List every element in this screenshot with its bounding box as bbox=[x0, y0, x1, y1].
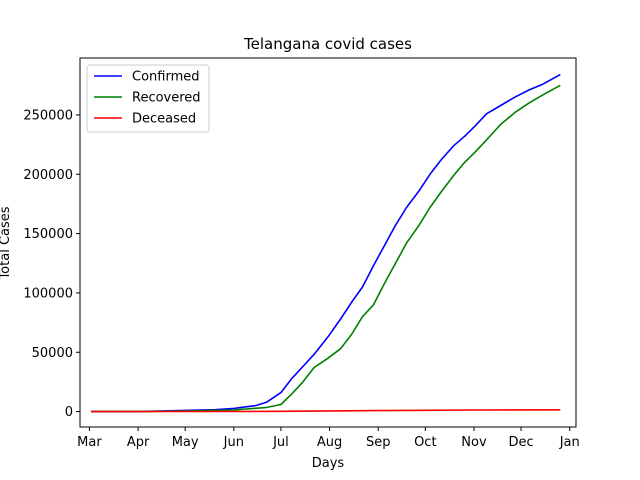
ticks-layer: Mar Apr May Jun Jul Aug Sep Oct Nov Dec Jan 0 50000 1… bbox=[23, 108, 579, 450]
y-tick-label: 50000 bbox=[32, 346, 73, 361]
series-line-recovered bbox=[91, 84, 561, 413]
plot-area bbox=[90, 73, 561, 413]
x-tick-label: Apr bbox=[127, 435, 150, 450]
y-axis-label: Total Cases bbox=[0, 206, 13, 280]
y-tick-label: 0 bbox=[65, 405, 73, 420]
chart-title: Telangana covid cases bbox=[243, 35, 412, 53]
legend-label-confirmed: Confirmed bbox=[132, 70, 200, 85]
x-axis-label: Days bbox=[312, 456, 345, 471]
x-tick-label: Sep bbox=[366, 435, 391, 450]
legend-label-deceased: Deceased bbox=[132, 112, 196, 127]
x-tick-label: Aug bbox=[317, 435, 342, 450]
legend-box bbox=[86, 64, 210, 133]
x-tick-label: Jan bbox=[559, 435, 580, 450]
y-tick-label: 100000 bbox=[23, 286, 73, 301]
series-line-deceased bbox=[90, 408, 561, 413]
x-tick-label: Jun bbox=[223, 435, 244, 450]
legend-label-recovered: Recovered bbox=[132, 91, 201, 106]
x-tick-label: Mar bbox=[77, 435, 102, 450]
x-tick-label: Dec bbox=[508, 435, 533, 450]
x-tick-label: Nov bbox=[461, 435, 487, 450]
y-tick-label: 200000 bbox=[23, 168, 73, 183]
x-tick-label: Jul bbox=[272, 435, 289, 450]
x-tick-label: Oct bbox=[414, 435, 436, 450]
series-line-confirmed bbox=[90, 73, 561, 413]
x-tick-label: May bbox=[172, 435, 199, 450]
legend: Confirmed Recovered Deceased bbox=[86, 64, 210, 133]
y-tick-label: 150000 bbox=[23, 227, 73, 242]
y-tick-label: 250000 bbox=[23, 108, 73, 123]
axes-frame bbox=[79, 57, 577, 428]
